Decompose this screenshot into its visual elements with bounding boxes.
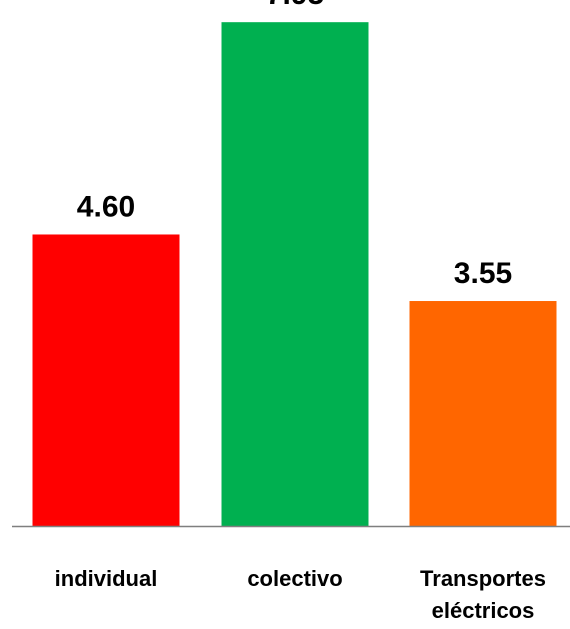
category-labels-group: individual colectivo Transportes eléctricos: [55, 566, 546, 623]
category-label-3: Transportes eléctricos: [420, 566, 546, 623]
bars-group: [32, 22, 557, 526]
bar-2: [221, 22, 369, 526]
category-label-2: colectivo: [247, 566, 342, 591]
value-labels-group: 4.60 7.95 3.55: [77, 0, 512, 290]
category-label-1: individual: [55, 566, 158, 591]
value-label-1: 4.60: [77, 190, 135, 223]
value-label-2: 7.95: [266, 0, 324, 11]
bar-1: [32, 234, 180, 526]
bar-3: [409, 301, 557, 526]
value-label-3: 3.55: [454, 257, 512, 290]
